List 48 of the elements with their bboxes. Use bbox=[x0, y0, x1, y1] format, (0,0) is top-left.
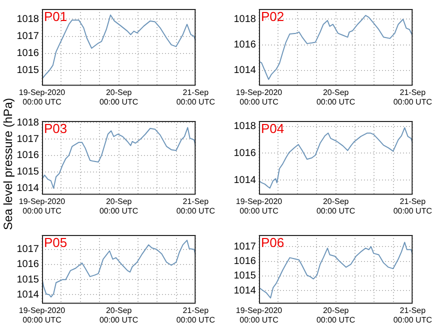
x-tick-label: 19-Sep-2020 00:00 UTC bbox=[18, 306, 66, 324]
chart-title: P04 bbox=[261, 121, 284, 136]
y-tick-label: 1016 bbox=[16, 150, 40, 162]
y-tick-label: 1014 bbox=[234, 285, 256, 296]
y-tick-label: 1016 bbox=[16, 48, 40, 60]
y-tick-label: 1017 bbox=[16, 31, 40, 42]
chart-title: P03 bbox=[44, 121, 68, 136]
x-tick-label: 21-Sep 00:00 UTC bbox=[176, 196, 216, 216]
x-tick-label: 21-Sep 00:00 UTC bbox=[176, 88, 216, 106]
y-tick-label: 1018 bbox=[234, 14, 256, 25]
y-tick-label: 1014 bbox=[16, 182, 40, 194]
y-tick-label: 1017 bbox=[234, 241, 256, 252]
y-tick-label: 1015 bbox=[16, 166, 40, 178]
x-tick-label: 19-Sep-2020 00:00 UTC bbox=[236, 88, 283, 106]
x-tick-label: 20-Sep 00:00 UTC bbox=[316, 196, 356, 216]
x-tick-label: 21-Sep 00:00 UTC bbox=[393, 196, 432, 216]
x-tick-label: 21-Sep 00:00 UTC bbox=[393, 306, 432, 324]
y-axis-title: Sea level pressure (hPa) bbox=[1, 97, 16, 230]
chart-title: P05 bbox=[44, 235, 68, 250]
y-tick-label: 1016 bbox=[16, 259, 40, 270]
y-tick-label: 1014 bbox=[234, 174, 256, 186]
chart-title: P02 bbox=[261, 9, 284, 24]
x-tick-label: 20-Sep 00:00 UTC bbox=[316, 306, 356, 324]
y-tick-label: 1015 bbox=[16, 274, 40, 286]
x-tick-label: 19-Sep-2020 00:00 UTC bbox=[236, 306, 283, 324]
chart-title: P01 bbox=[44, 9, 68, 24]
x-tick-label: 21-Sep 00:00 UTC bbox=[176, 306, 216, 324]
x-tick-label: 19-Sep-2020 00:00 UTC bbox=[18, 88, 66, 106]
chart-title: P06 bbox=[261, 235, 284, 250]
x-tick-label: 20-Sep 00:00 UTC bbox=[99, 306, 138, 324]
y-tick-label: 1014 bbox=[16, 289, 40, 300]
x-tick-label: 19-Sep-2020 00:00 UTC bbox=[18, 196, 66, 216]
y-tick-label: 1017 bbox=[16, 134, 40, 145]
y-tick-label: 1015 bbox=[16, 65, 40, 76]
y-tick-label: 1016 bbox=[234, 40, 256, 51]
x-tick-label: 20-Sep 00:00 UTC bbox=[99, 196, 138, 216]
x-tick-label: 21-Sep 00:00 UTC bbox=[393, 88, 432, 106]
y-tick-label: 1016 bbox=[234, 148, 256, 159]
y-tick-label: 1017 bbox=[16, 244, 40, 256]
y-tick-label: 1016 bbox=[234, 256, 256, 268]
y-tick-label: 1018 bbox=[16, 14, 40, 25]
y-tick-label: 1015 bbox=[234, 270, 256, 282]
x-tick-label: 20-Sep 00:00 UTC bbox=[316, 88, 356, 106]
y-tick-label: 1018 bbox=[16, 117, 40, 128]
x-tick-label: 20-Sep 00:00 UTC bbox=[99, 88, 138, 106]
y-tick-label: 1014 bbox=[234, 65, 256, 76]
x-tick-label: 19-Sep-2020 00:00 UTC bbox=[236, 196, 283, 216]
y-tick-label: 1018 bbox=[234, 121, 256, 132]
